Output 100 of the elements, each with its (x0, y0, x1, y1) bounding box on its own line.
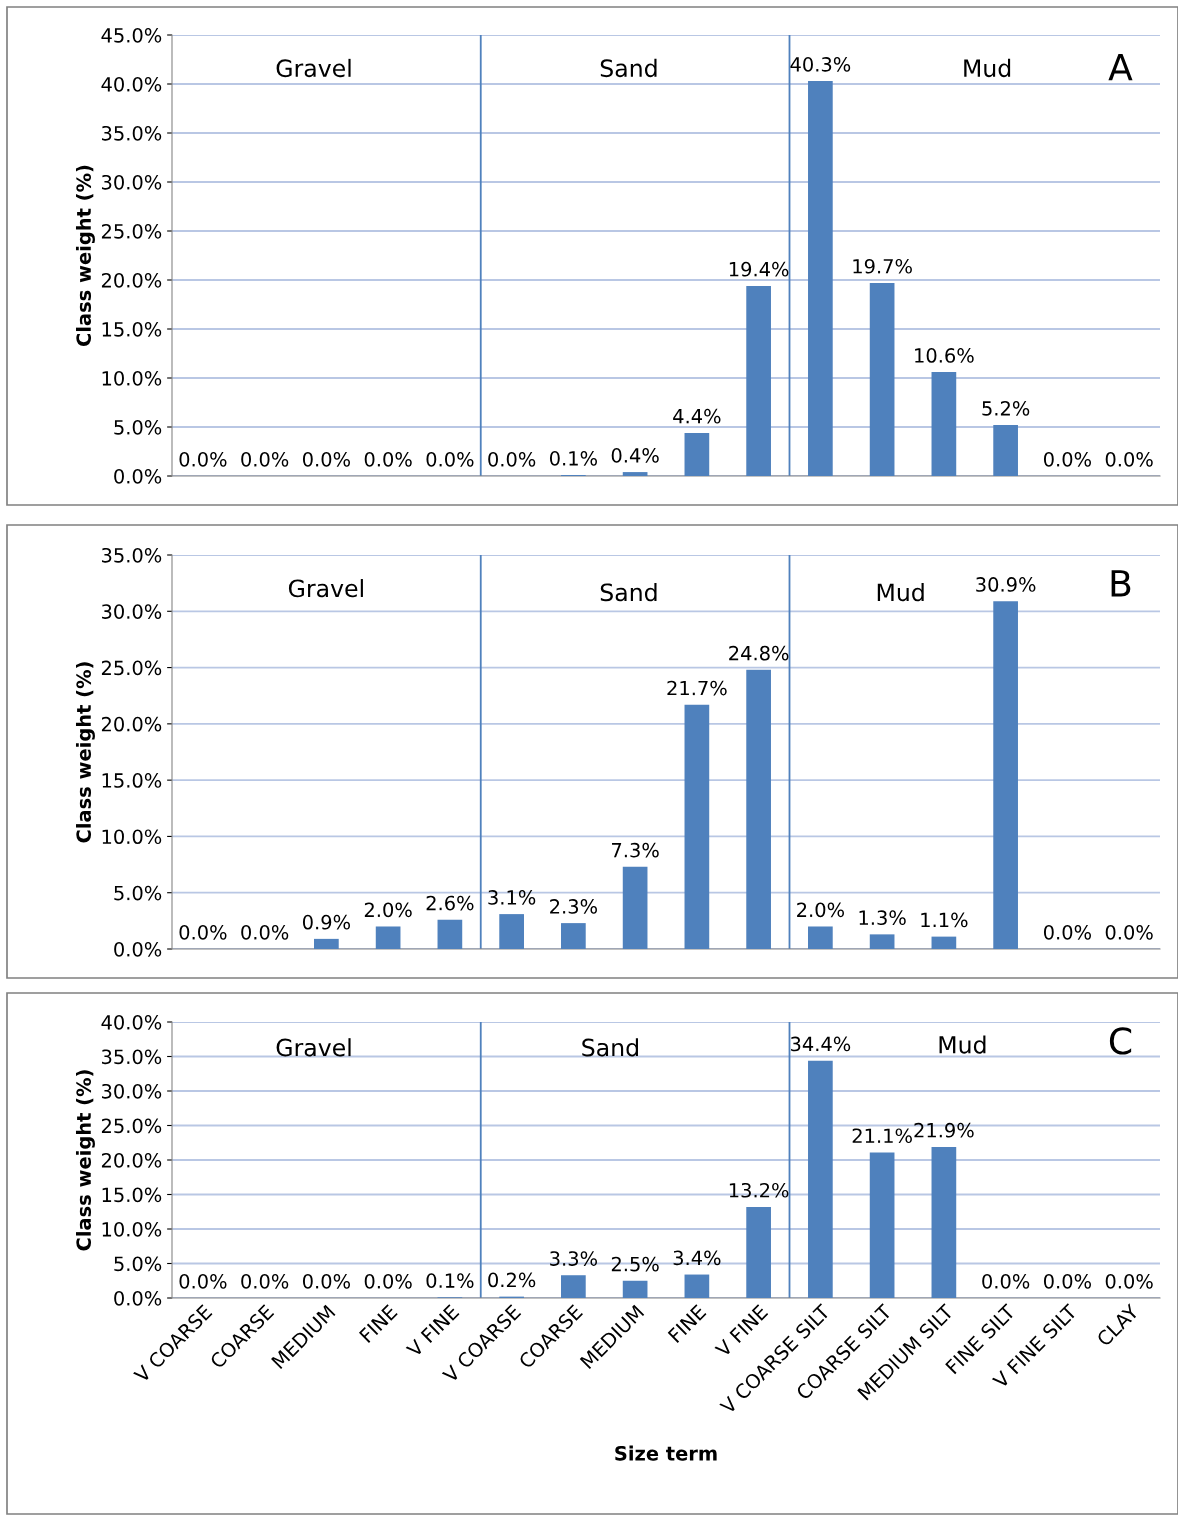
data-label: 5.2% (982, 401, 1030, 416)
bar (622, 1280, 648, 1298)
data-label: 0.0% (241, 1273, 289, 1289)
data-label: 21.7% (667, 680, 727, 696)
bar (993, 425, 1018, 476)
data-label: 13.2% (729, 1182, 789, 1198)
data-label: 0.0% (302, 451, 350, 467)
data-label: 7.3% (612, 842, 659, 858)
annotation: Mud (964, 58, 1011, 78)
bar (561, 1275, 586, 1298)
data-label: 0.0% (364, 1273, 412, 1289)
y-tick-label: 0.0% (114, 941, 162, 957)
data-label: 3.1% (488, 890, 536, 905)
y-tick-label: 5.0% (114, 1256, 162, 1272)
y-tick-label: 30.0% (101, 604, 162, 619)
bar (684, 432, 710, 476)
y-tick-label: 45.0% (101, 27, 162, 43)
data-label: 0.0% (488, 451, 536, 467)
bar (808, 926, 833, 949)
y-axis-title: Class weight (%) (75, 1070, 95, 1251)
bar (561, 923, 586, 949)
data-label: 0.0% (179, 451, 227, 467)
annotation: Mud (939, 1035, 986, 1054)
data-label: 0.0% (179, 1273, 227, 1289)
data-label: 0.1% (549, 450, 597, 466)
bar (684, 704, 710, 949)
data-label: 2.0% (364, 902, 412, 918)
y-tick-label: 20.0% (101, 272, 162, 288)
annotation: Gravel (276, 58, 351, 78)
bar (746, 285, 771, 476)
annotation: B (1111, 570, 1131, 597)
y-tick-label: 25.0% (101, 1118, 162, 1134)
data-label: 30.9% (976, 577, 1036, 592)
bar (622, 866, 648, 949)
x-axis-title: Size term (615, 1445, 717, 1461)
data-label: 2.3% (550, 899, 597, 914)
data-label: 2.5% (611, 1256, 659, 1272)
data-label: 0.0% (982, 1273, 1030, 1289)
y-axis-title: Class weight (%) (75, 662, 95, 843)
annotation: Gravel (276, 1038, 351, 1057)
bar (684, 1274, 710, 1298)
bar (314, 938, 339, 949)
bar (746, 1206, 771, 1298)
data-label: 0.0% (1043, 451, 1091, 467)
bar (808, 1060, 833, 1298)
data-label: 0.0% (1105, 1273, 1153, 1289)
bar (931, 1146, 957, 1298)
data-label: 34.4% (790, 1036, 851, 1052)
data-label: 10.6% (915, 348, 974, 363)
bar (622, 472, 648, 476)
data-label: 0.9% (302, 914, 350, 930)
data-label: 4.4% (673, 408, 721, 424)
y-tick-label: 15.0% (102, 1187, 162, 1203)
data-label: 0.1% (426, 1273, 474, 1288)
data-label: 40.3% (790, 57, 851, 72)
annotation: A (1108, 53, 1133, 81)
bar (993, 601, 1018, 949)
data-label: 0.4% (611, 448, 659, 463)
y-tick-label: 35.0% (101, 1049, 162, 1065)
y-tick-label: 35.0% (101, 547, 162, 563)
data-label: 19.4% (729, 261, 789, 277)
data-label: 1.3% (859, 910, 906, 926)
bar (808, 81, 833, 476)
data-label: 0.0% (241, 924, 289, 940)
y-tick-label: 0.0% (114, 1290, 162, 1306)
y-tick-label: 15.0% (102, 321, 162, 337)
data-label: 0.0% (241, 451, 289, 467)
data-label: 0.0% (1105, 924, 1153, 940)
y-tick-label: 10.0% (102, 370, 162, 386)
y-tick-label: 25.0% (101, 223, 162, 239)
data-label: 24.8% (729, 645, 789, 661)
annotation: Sand (600, 58, 657, 78)
data-label: 21.9% (914, 1122, 974, 1138)
y-tick-label: 5.0% (114, 419, 162, 435)
data-label: 2.6% (426, 895, 474, 911)
data-label: 3.3% (550, 1251, 597, 1266)
y-tick-label: 40.0% (101, 76, 162, 92)
annotation: Sand (582, 1038, 638, 1057)
bar (931, 372, 957, 476)
y-tick-label: 10.0% (102, 1221, 162, 1237)
data-label: 19.7% (853, 258, 912, 274)
data-label: 0.2% (488, 1272, 536, 1288)
bar (869, 934, 895, 949)
y-tick-label: 5.0% (114, 885, 162, 901)
data-label: 21.1% (852, 1128, 912, 1144)
data-label: 0.0% (1105, 451, 1153, 467)
bar (869, 1152, 895, 1298)
data-label: 2.0% (797, 902, 844, 918)
y-tick-label: 30.0% (101, 174, 162, 190)
bar (931, 936, 957, 949)
annotation: C (1109, 1027, 1132, 1055)
y-tick-label: 10.0% (102, 829, 162, 845)
bar (869, 282, 895, 476)
y-tick-label: 20.0% (101, 1152, 162, 1168)
data-label: 0.0% (1043, 1273, 1091, 1289)
data-label: 0.0% (302, 1273, 350, 1289)
bar (375, 926, 401, 949)
y-tick-label: 30.0% (101, 1083, 162, 1099)
y-tick-label: 0.0% (114, 468, 162, 484)
data-label: 0.0% (179, 924, 227, 940)
